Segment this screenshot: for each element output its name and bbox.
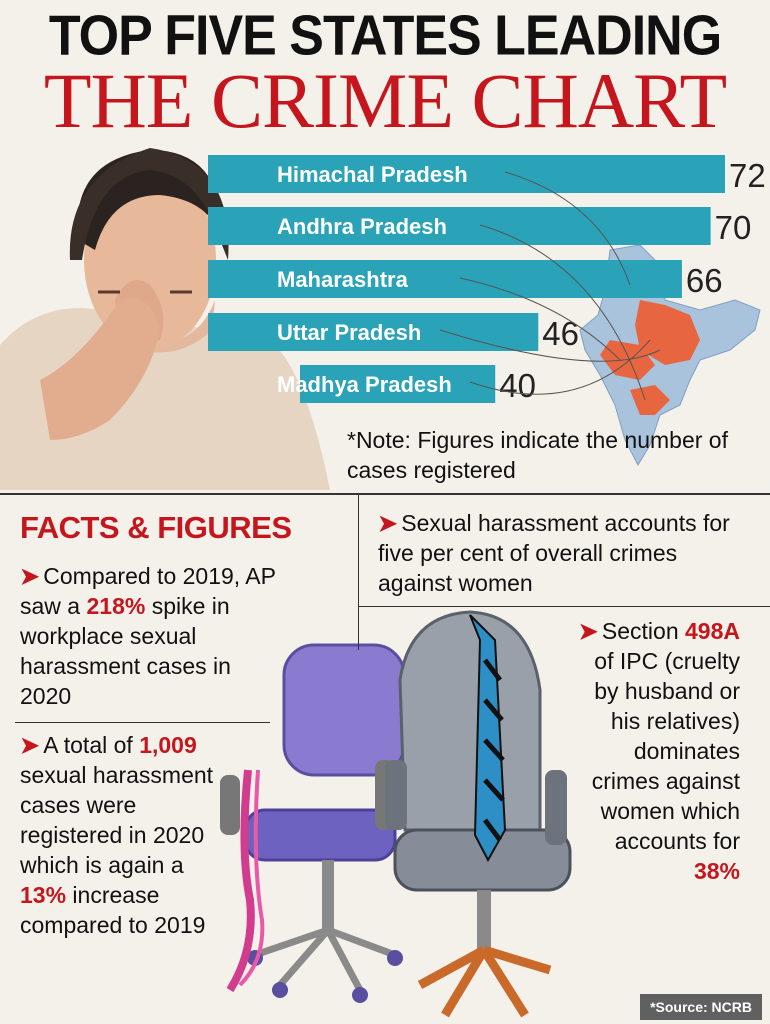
bar-himachal-pradesh [208, 155, 725, 193]
fact-3: ➤ Sexual harassment accounts for five per… [378, 508, 748, 598]
fact-2-post-2: increase compared to 2019 [20, 882, 206, 938]
fact-2-highlight: 1,009 [139, 732, 197, 758]
bar-label: Andhra Pradesh [277, 214, 447, 239]
arrow-icon: ➤ [20, 732, 40, 758]
arrow-icon: ➤ [578, 618, 598, 644]
bar-value-label: 70 [715, 209, 752, 246]
bar-label: Maharashtra [277, 267, 409, 292]
title-line-2: THE CRIME CHART [43, 57, 727, 144]
divider-vertical [358, 495, 359, 650]
bar-value-label: 72 [729, 157, 766, 194]
fact-2: ➤ A total of 1,009 sexual harassment case… [20, 730, 228, 940]
woman-image [0, 148, 330, 490]
fact-4-highlight: 498A [685, 618, 740, 644]
bar-label: Madhya Pradesh [277, 372, 452, 397]
fact-4-pre: Section [601, 618, 686, 644]
fact-1-pre: Compared to 2019, AP saw a [20, 563, 276, 619]
fact-2-post: sexual harassment cases were registered … [20, 762, 214, 878]
title-line-1: TOP FIVE STATES LEADING [48, 4, 722, 68]
source-badge: *Source: NCRB [640, 994, 762, 1020]
bar-value-label: 46 [542, 315, 579, 352]
bar-madhya-pradesh [300, 365, 496, 403]
bar-uttar-pradesh [208, 313, 539, 351]
chair-grey-image [385, 610, 572, 1018]
fact-2-highlight-2: 13% [20, 882, 67, 908]
divider-main [0, 493, 770, 495]
connector-lines [439, 171, 661, 401]
fact-1-post: spike in workplace sexual harassment cas… [20, 593, 231, 709]
bar-label: Uttar Pradesh [277, 320, 421, 345]
fact-4-post: of IPC (cruelty by husband or his relati… [591, 648, 740, 854]
bar-value-label: 40 [499, 367, 536, 404]
bar-value-label: 66 [686, 262, 723, 299]
divider-left-mid [15, 722, 270, 723]
facts-title: FACTS & FIGURES [20, 510, 292, 545]
chart-note: *Note: Figures indicate the number of ca… [347, 427, 728, 483]
arrow-icon: ➤ [378, 510, 398, 536]
bar-andhra-pradesh [208, 207, 711, 245]
fact-1-highlight: 218% [86, 593, 146, 619]
arrow-icon: ➤ [20, 563, 40, 589]
bar-maharashtra [208, 260, 682, 298]
bar-label: Himachal Pradesh [277, 162, 468, 187]
fact-4-highlight-2: 38% [693, 858, 740, 884]
fact-3-text: Sexual harassment accounts for five per … [378, 510, 730, 596]
divider-right-mid [358, 606, 770, 607]
bars-group: Himachal Pradesh 72 Andhra Pradesh 70 Mahara… [208, 155, 766, 404]
fact-4: ➤ Section 498A of IPC (cruelty by husband… [565, 616, 740, 886]
fact-1: ➤ Compared to 2019, AP saw a 218% spike i… [20, 561, 285, 711]
fact-2-pre: A total of [43, 732, 140, 758]
